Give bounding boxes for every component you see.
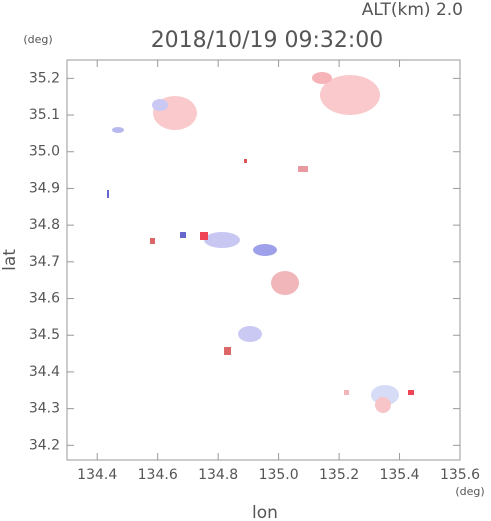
x-unit: (deg) <box>455 485 484 498</box>
y-tick-label: 35.0 <box>29 144 60 160</box>
y-tick-label: 34.7 <box>29 254 60 270</box>
y-tick-label: 35.2 <box>29 70 60 86</box>
subtitle: ALT(km) 2.0 <box>362 0 463 20</box>
x-tick-label: 134.8 <box>198 467 238 483</box>
y-tick-label: 35.1 <box>29 107 60 123</box>
x-tick-label: 135.2 <box>319 467 359 483</box>
x-tick-label: 135.0 <box>259 467 299 483</box>
y-tick-label: 34.4 <box>29 364 60 380</box>
x-tick-label: 134.6 <box>138 467 178 483</box>
y-axis-label: lat <box>0 249 20 271</box>
y-unit: (deg) <box>23 33 52 46</box>
y-tick-label: 34.5 <box>29 327 60 343</box>
x-tick-label: 134.4 <box>77 467 117 483</box>
x-tick-label: 135.6 <box>440 467 480 483</box>
plot-frame <box>66 59 461 461</box>
y-tick-label: 34.8 <box>29 217 60 233</box>
y-tick-label: 34.3 <box>29 401 60 417</box>
echo-areas <box>107 72 414 413</box>
y-tick-label: 34.9 <box>29 180 60 196</box>
y-tick-label: 34.2 <box>29 437 60 453</box>
chart-title: 2018/10/19 09:32:00 <box>151 28 384 53</box>
y-tick-label: 34.6 <box>29 291 60 307</box>
x-axis-label: lon <box>252 503 278 521</box>
x-tick-label: 135.4 <box>379 467 419 483</box>
